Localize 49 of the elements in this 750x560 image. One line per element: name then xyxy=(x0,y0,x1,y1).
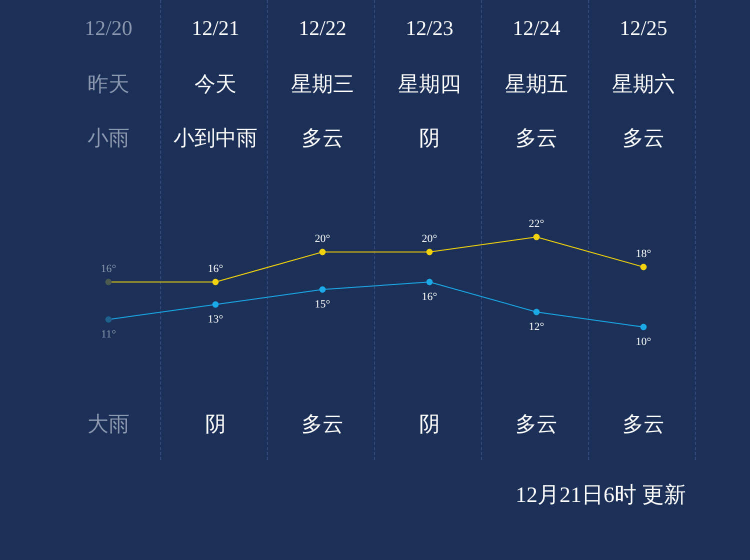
text: 阴 xyxy=(418,411,441,438)
text: 星期三 xyxy=(290,71,355,98)
x-tick-label: 12/20 xyxy=(84,16,134,41)
x-tick-label: 12/21 xyxy=(190,16,240,41)
text: 阴 xyxy=(204,411,227,438)
point xyxy=(640,264,647,270)
text: 小到中雨 xyxy=(172,125,258,152)
point xyxy=(105,278,112,286)
data-label: 13° xyxy=(208,314,224,326)
point xyxy=(426,278,433,286)
point xyxy=(640,324,647,330)
text: 星期五 xyxy=(504,71,569,98)
point xyxy=(533,234,540,240)
text: 阴 xyxy=(418,125,441,152)
x-tick-label: 12/24 xyxy=(512,16,562,41)
point xyxy=(533,308,540,316)
data-label: 22° xyxy=(528,218,544,230)
point xyxy=(319,248,326,256)
data-label: 12° xyxy=(528,321,544,333)
data-label: 18° xyxy=(636,248,652,260)
text: 多云 xyxy=(622,125,666,152)
text: 多云 xyxy=(300,125,344,152)
text: 今天 xyxy=(194,71,238,98)
data-label: 16° xyxy=(422,291,438,303)
point xyxy=(212,278,219,286)
point xyxy=(105,316,112,323)
data-label: 10° xyxy=(636,336,652,348)
x-tick-label: 12/25 xyxy=(618,16,668,41)
data-label: 16° xyxy=(100,263,116,275)
text: 大雨 xyxy=(86,411,130,438)
x-tick-label: 12/23 xyxy=(404,16,454,41)
point xyxy=(212,301,219,308)
text: 12月21日6时 更新 xyxy=(516,481,686,509)
text: 多云 xyxy=(622,411,666,438)
text: 多云 xyxy=(300,411,344,438)
data-label: 20° xyxy=(314,233,330,245)
text: 昨天 xyxy=(86,71,130,98)
point xyxy=(319,286,326,293)
text: 多云 xyxy=(514,125,558,152)
x-tick-label: 12/22 xyxy=(298,16,348,41)
data-label: 16° xyxy=(208,263,224,275)
text: 星期六 xyxy=(611,71,676,98)
text: 多云 xyxy=(514,411,558,438)
data-label: 15° xyxy=(314,298,330,310)
text: 小雨 xyxy=(86,125,130,152)
data-label: 20° xyxy=(422,233,438,245)
point xyxy=(426,248,433,256)
data-label: 11° xyxy=(101,328,116,340)
text: 星期四 xyxy=(397,71,462,98)
